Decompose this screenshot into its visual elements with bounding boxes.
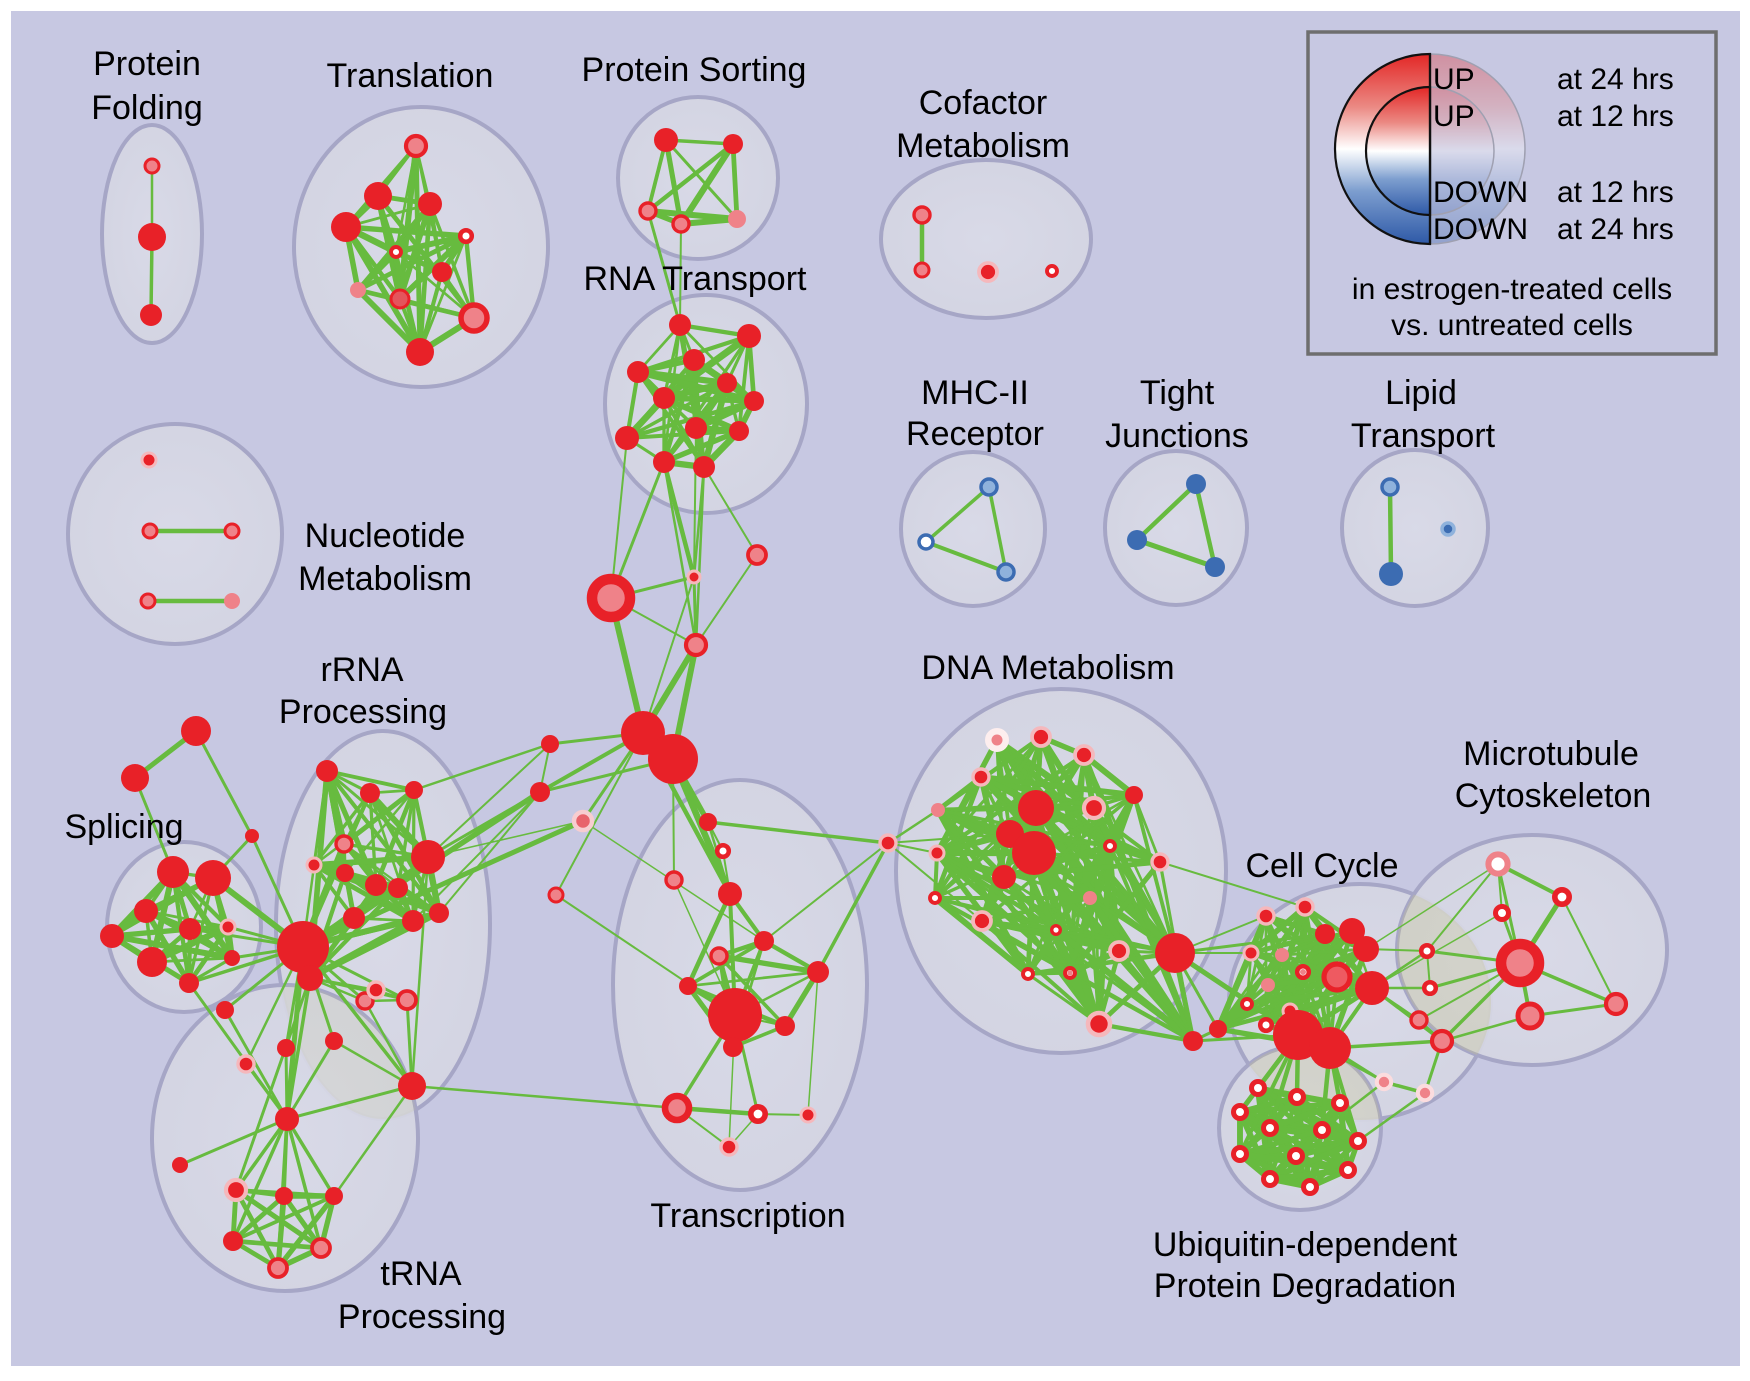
svg-text:rRNA: rRNA: [320, 651, 403, 689]
svg-text:DOWN: DOWN: [1433, 213, 1528, 246]
svg-text:Microtubule: Microtubule: [1463, 735, 1639, 773]
svg-text:Translation: Translation: [327, 57, 494, 95]
svg-text:Processing: Processing: [338, 1298, 506, 1336]
svg-text:Processing: Processing: [279, 693, 447, 731]
svg-text:RNA Transport: RNA Transport: [584, 260, 808, 298]
svg-text:vs. untreated cells: vs. untreated cells: [1391, 309, 1633, 342]
svg-text:Lipid: Lipid: [1385, 374, 1457, 412]
svg-text:Ubiquitin-dependent: Ubiquitin-dependent: [1153, 1226, 1458, 1264]
svg-text:Junctions: Junctions: [1105, 417, 1249, 455]
svg-text:DNA Metabolism: DNA Metabolism: [921, 649, 1174, 687]
svg-text:Cofactor: Cofactor: [919, 84, 1048, 122]
svg-text:Transcription: Transcription: [650, 1197, 845, 1235]
svg-text:at 24 hrs: at 24 hrs: [1557, 213, 1674, 246]
svg-text:Receptor: Receptor: [906, 415, 1044, 453]
svg-text:at 24 hrs: at 24 hrs: [1557, 63, 1674, 96]
svg-text:Protein Degradation: Protein Degradation: [1154, 1267, 1456, 1305]
svg-text:Cell Cycle: Cell Cycle: [1245, 847, 1398, 885]
svg-text:Transport: Transport: [1351, 417, 1496, 455]
svg-text:at 12 hrs: at 12 hrs: [1557, 100, 1674, 133]
svg-text:Splicing: Splicing: [64, 808, 183, 846]
svg-text:Metabolism: Metabolism: [896, 127, 1070, 165]
svg-text:DOWN: DOWN: [1433, 176, 1528, 209]
svg-text:Protein Sorting: Protein Sorting: [582, 51, 807, 89]
svg-text:in estrogen-treated cells: in estrogen-treated cells: [1352, 273, 1672, 306]
svg-text:Tight: Tight: [1140, 374, 1215, 412]
svg-text:UP: UP: [1433, 63, 1475, 96]
svg-text:tRNA: tRNA: [380, 1255, 462, 1293]
svg-text:at 12 hrs: at 12 hrs: [1557, 176, 1674, 209]
svg-text:Metabolism: Metabolism: [298, 560, 472, 598]
svg-text:MHC-II: MHC-II: [921, 374, 1029, 412]
svg-text:Folding: Folding: [91, 89, 203, 127]
svg-text:Protein: Protein: [93, 45, 201, 83]
svg-text:UP: UP: [1433, 100, 1475, 133]
svg-text:Cytoskeleton: Cytoskeleton: [1455, 777, 1652, 815]
svg-text:Nucleotide: Nucleotide: [305, 517, 466, 555]
